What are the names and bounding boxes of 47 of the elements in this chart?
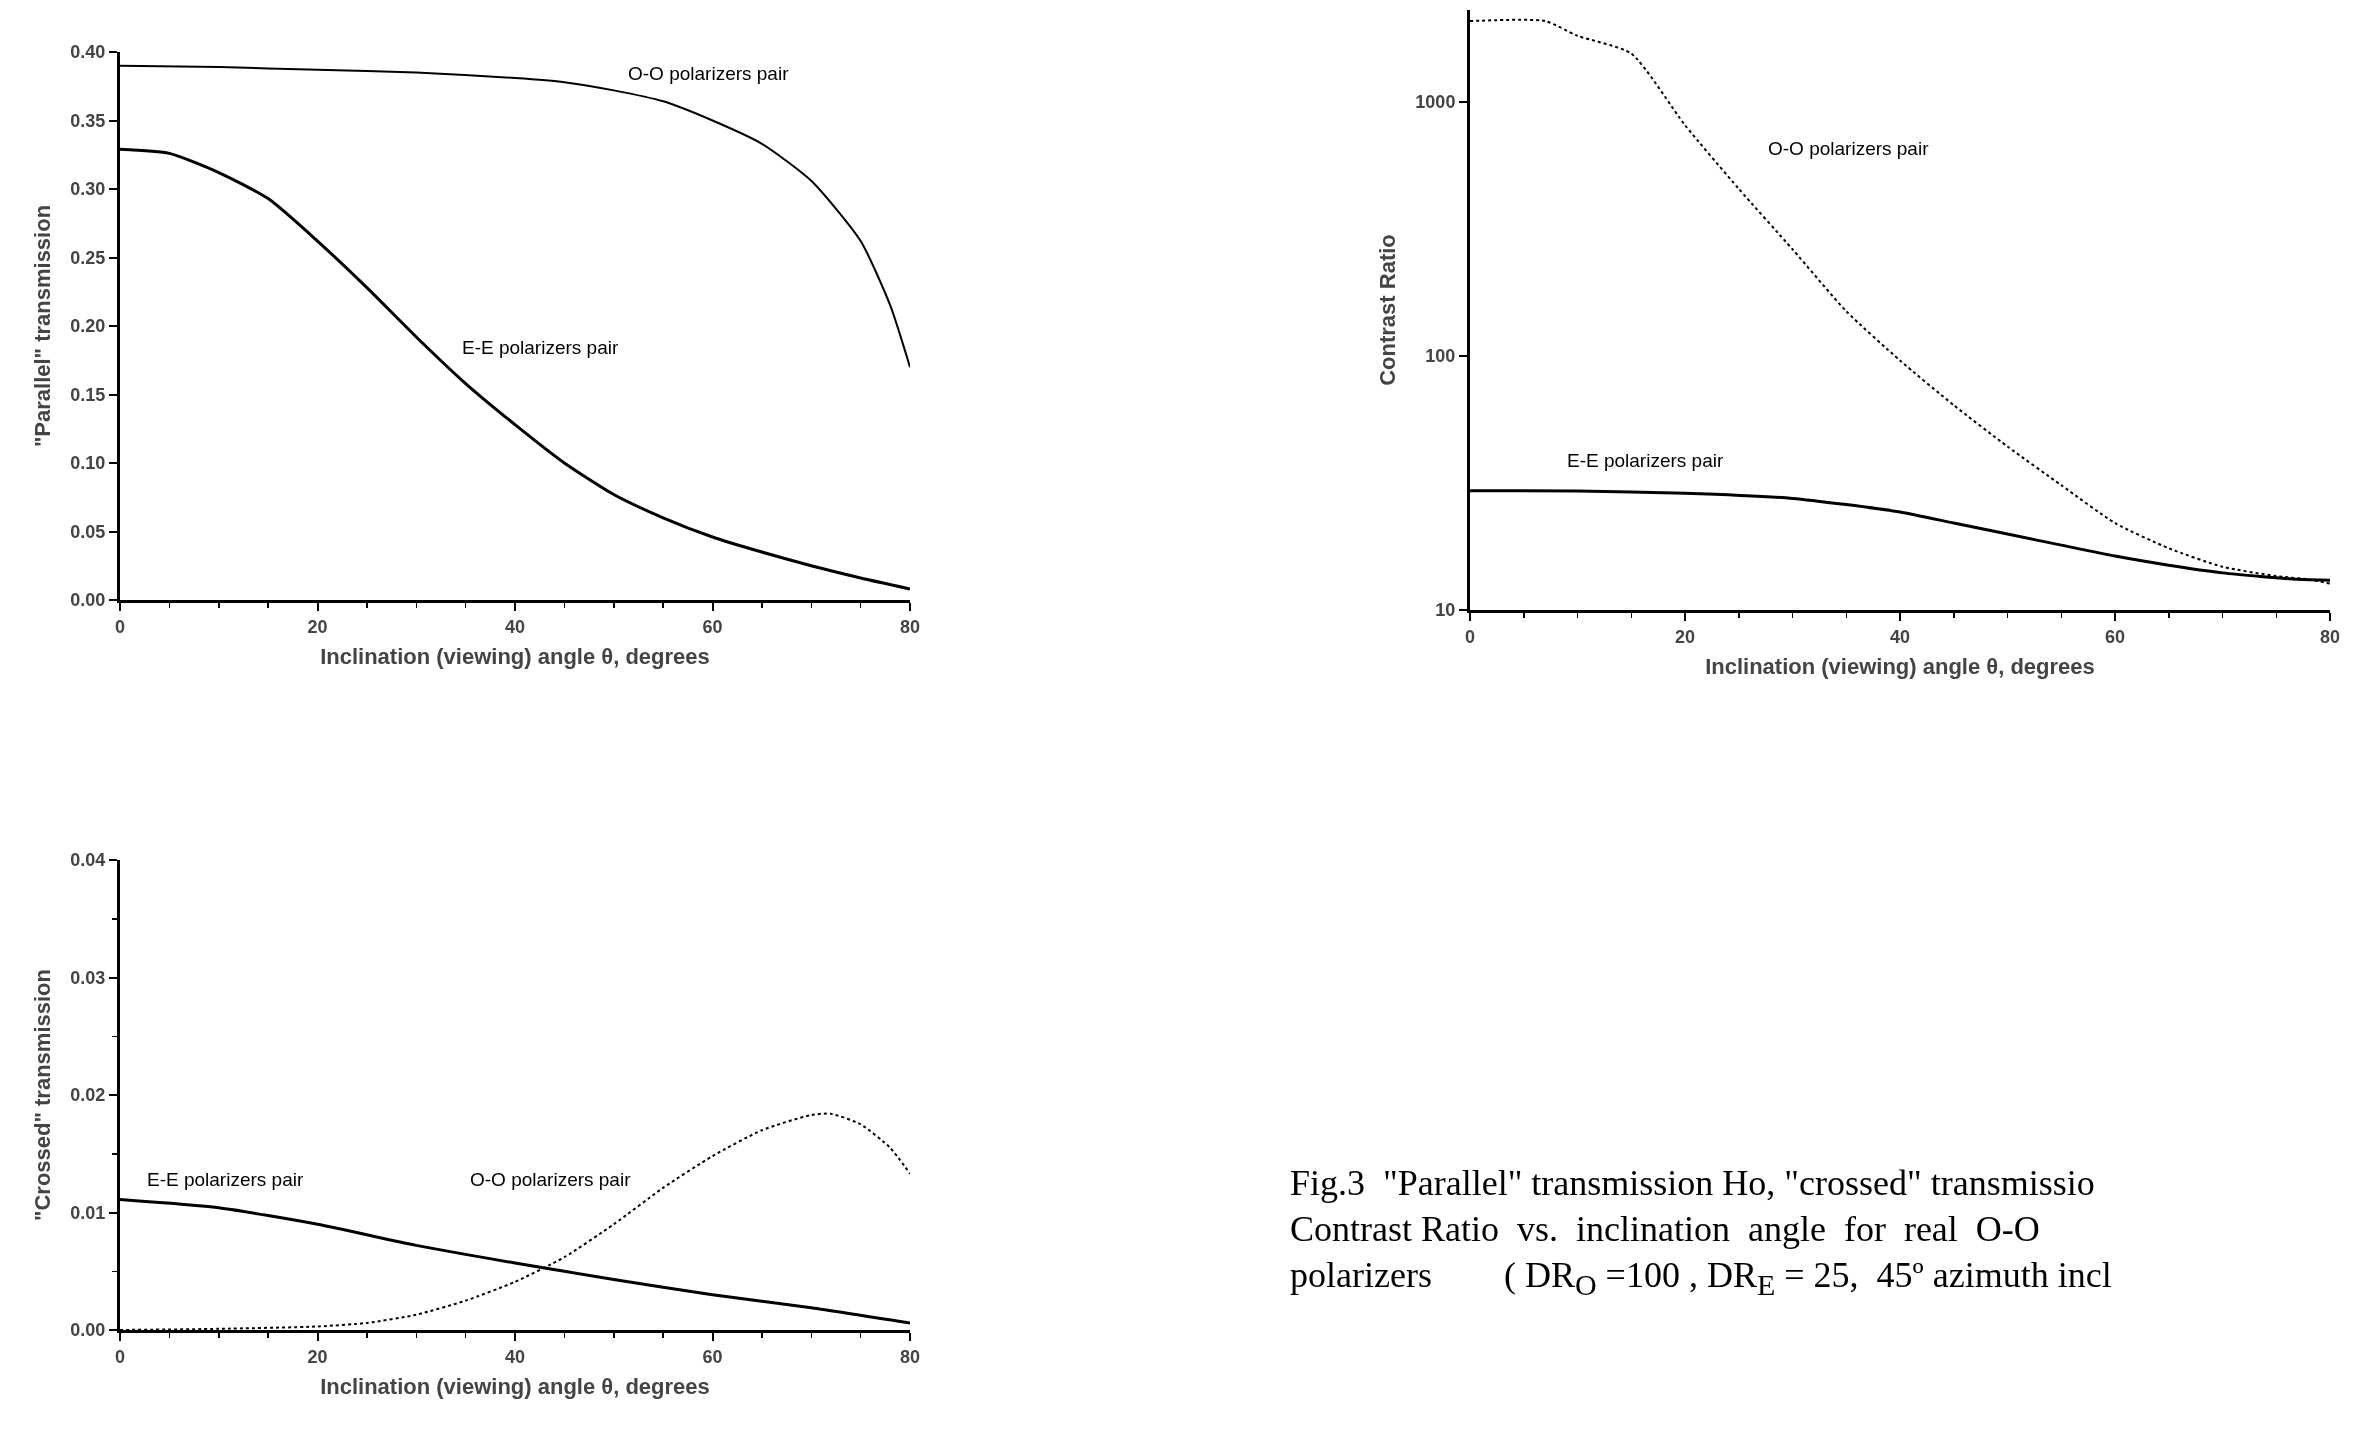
x-tick-label: 60	[2104, 626, 2126, 647]
y-tick-label: 0.35	[70, 110, 106, 131]
series-label: O-O polarizers pair	[628, 63, 790, 84]
x-tick-label: 80	[899, 1346, 921, 1367]
x-tick-label: 60	[702, 616, 723, 637]
y-tick-label: 0.01	[70, 1202, 106, 1223]
x-tick-label: 20	[307, 1346, 328, 1367]
y-tick-label: 0.00	[70, 1320, 106, 1341]
series-label: E-E polarizers pair	[147, 1169, 304, 1190]
y-tick-label: 10	[1435, 600, 1456, 621]
x-axis-title: Inclination (viewing) angle θ, degrees	[320, 644, 710, 670]
y-axis-title: "Parallel" transmission	[30, 204, 56, 448]
x-tick-label: 20	[307, 616, 328, 637]
x-axis-title: Inclination (viewing) angle θ, degrees	[320, 1374, 710, 1400]
caption: Fig.3 "Parallel" transmission Ho, "crossed" transmissio	[1290, 1163, 2095, 1203]
series-label: E-E polarizers pair	[1567, 450, 1724, 471]
y-tick-label: 0.15	[70, 384, 106, 405]
x-tick-label: 0	[1464, 626, 1476, 647]
y-tick-label: 0.03	[70, 967, 106, 988]
x-tick-label: 40	[504, 1346, 526, 1367]
text: polarizers ( DR$_{O}$ =100 , DR$_{E}$ = 25, 45º azimuth incl	[1290, 1255, 2112, 1302]
y-tick-label: 0.00	[70, 590, 106, 611]
y-tick-label: 0.05	[70, 521, 106, 542]
x-axis-title: Inclination (viewing) angle θ, degrees	[1705, 654, 2095, 680]
x-tick-label: 60	[702, 1346, 723, 1367]
series-label: O-O polarizers pair	[470, 1169, 632, 1190]
y-tick-label: 0.10	[70, 453, 106, 474]
y-tick-label: 100	[1425, 346, 1456, 367]
text: Contrast Ratio vs. inclination angle for real O-O	[1290, 1209, 2040, 1249]
y-axis-title: Contrast Ratio	[1375, 234, 1401, 386]
y-tick-label: 1000	[1415, 92, 1456, 113]
x-tick-label: 0	[114, 1346, 126, 1367]
y-tick-label: 0.20	[70, 316, 106, 337]
x-tick-label: 0	[114, 616, 126, 637]
y-tick-label: 0.25	[70, 247, 106, 268]
y-tick-label: 0.02	[70, 1085, 106, 1106]
x-tick-label: 40	[504, 616, 526, 637]
text: O-O polarizers pair	[1768, 138, 1930, 159]
x-tick-label: 20	[1674, 626, 1696, 647]
x-tick-label: 80	[2319, 626, 2341, 647]
y-axis-title: "Crossed" transmission	[30, 969, 56, 1221]
y-tick-label: 0.30	[70, 179, 106, 200]
series-label: E-E polarizers pair	[462, 337, 619, 358]
y-tick-label: 0.40	[70, 42, 106, 63]
x-tick-label: 40	[1889, 626, 1911, 647]
y-tick-label: 0.04	[70, 850, 106, 871]
x-tick-label: 80	[899, 616, 921, 637]
